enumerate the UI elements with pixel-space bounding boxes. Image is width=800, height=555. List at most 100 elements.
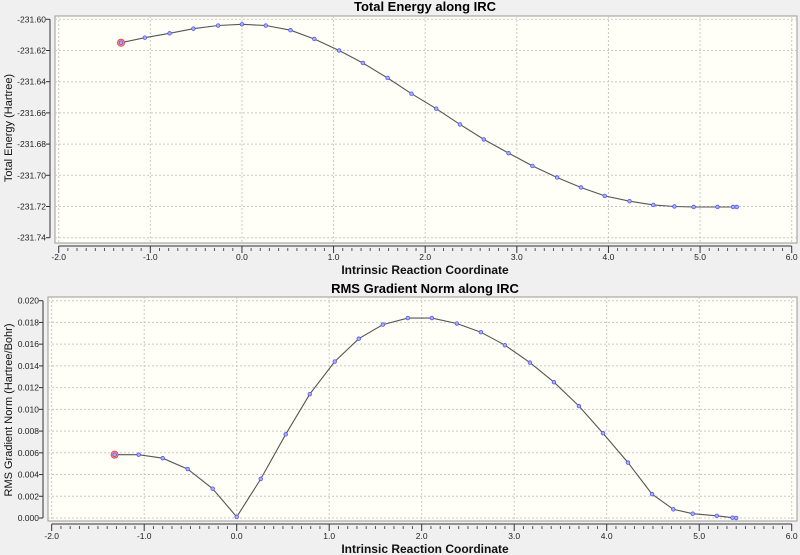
data-point xyxy=(600,431,606,436)
energy-chart: Total Energy along IRC Intrinsic Reactio… xyxy=(3,0,798,277)
data-point xyxy=(730,204,736,210)
series-line xyxy=(120,23,737,208)
x-tick-label: -2.0 xyxy=(51,252,66,262)
data-point xyxy=(312,36,317,42)
data-point xyxy=(239,22,245,27)
y-tick-label: -231.70 xyxy=(17,170,46,180)
data-point xyxy=(527,360,533,365)
y-tick-label: 0.004 xyxy=(18,470,40,480)
data-point xyxy=(405,315,411,321)
data-point xyxy=(191,26,196,31)
x-tick-label: 6.0 xyxy=(786,531,798,541)
x-tick-label: -1.0 xyxy=(137,531,152,541)
data-point xyxy=(627,198,632,204)
data-point xyxy=(136,452,141,457)
data-point xyxy=(691,204,696,210)
y-tick-label: -231.60 xyxy=(17,14,46,24)
x-tick-label: 4.0 xyxy=(601,531,613,541)
series-line xyxy=(114,317,737,519)
data-point xyxy=(625,460,631,465)
data-point xyxy=(454,321,460,326)
data-point xyxy=(360,60,366,66)
data-point xyxy=(554,175,560,180)
x-tick-label: 2.0 xyxy=(416,531,428,541)
y-tick-label: 0.014 xyxy=(18,361,40,371)
data-point xyxy=(385,75,390,81)
data-point xyxy=(288,28,293,33)
x-tick-label: 0.0 xyxy=(236,252,248,262)
y-tick-label: 0.018 xyxy=(18,317,40,327)
data-point xyxy=(578,185,584,190)
y-tick-label: -231.64 xyxy=(17,77,46,87)
data-point xyxy=(307,391,312,397)
x-tick-label: 5.0 xyxy=(693,531,705,541)
x-axis-label: Intrinsic Reaction Coordinate xyxy=(341,263,509,277)
y-tick-label: -231.66 xyxy=(17,108,46,118)
y-tick-label: 0.002 xyxy=(18,491,40,501)
data-point xyxy=(215,23,221,28)
y-tick-label: 0.008 xyxy=(18,426,40,436)
plot-area xyxy=(54,15,798,244)
data-point xyxy=(336,48,342,53)
data-point xyxy=(506,150,511,156)
x-tick-label: -1.0 xyxy=(143,252,158,262)
data-point xyxy=(283,432,288,437)
data-point xyxy=(185,466,190,472)
x-tick-label: 3.0 xyxy=(511,252,523,262)
data-point xyxy=(671,507,676,512)
data-point xyxy=(714,513,719,519)
y-tick-label: 0.016 xyxy=(18,339,40,349)
data-point xyxy=(481,137,487,142)
data-point xyxy=(530,163,535,169)
data-point xyxy=(167,31,172,36)
data-point xyxy=(112,452,117,457)
data-point xyxy=(649,491,655,497)
data-point xyxy=(356,336,361,341)
x-tick-label: 5.0 xyxy=(694,252,706,262)
data-point xyxy=(429,315,435,321)
data-point xyxy=(433,106,439,111)
x-tick-label: 4.0 xyxy=(603,252,615,262)
y-tick-label: 0.020 xyxy=(18,296,40,306)
data-point xyxy=(234,514,239,520)
y-axis-label: RMS Gradient Norm (Hartree/Bohr) xyxy=(3,324,15,497)
y-tick-label: -231.72 xyxy=(17,202,46,212)
y-tick-label: -231.74 xyxy=(17,233,46,243)
data-point xyxy=(409,91,414,96)
data-point xyxy=(258,476,263,482)
data-point xyxy=(160,456,165,461)
data-point xyxy=(380,322,386,327)
y-tick-label: -231.62 xyxy=(17,46,46,56)
data-point xyxy=(142,35,148,40)
y-tick-label: 0.010 xyxy=(18,404,40,414)
y-axis-label: Total Energy (Hartree) xyxy=(3,74,15,182)
data-point xyxy=(734,204,739,210)
data-point xyxy=(502,343,508,348)
data-point xyxy=(263,23,268,28)
data-point xyxy=(551,379,557,385)
x-axis-label: Intrinsic Reaction Coordinate xyxy=(341,542,509,555)
data-point xyxy=(602,193,607,199)
data-point xyxy=(651,202,656,208)
x-tick-label: -2.0 xyxy=(44,531,59,541)
gradient-chart: RMS Gradient Norm along IRC Intrinsic Re… xyxy=(3,281,798,555)
data-point xyxy=(457,122,463,127)
y-tick-label: 0.006 xyxy=(18,448,40,458)
x-tick-label: 0.0 xyxy=(231,531,243,541)
y-tick-label: 0.012 xyxy=(18,383,40,393)
data-point xyxy=(576,403,582,409)
data-point xyxy=(118,40,124,45)
x-tick-label: 1.0 xyxy=(328,252,340,262)
x-tick-label: 1.0 xyxy=(323,531,335,541)
data-point xyxy=(690,511,695,516)
data-point xyxy=(672,204,677,209)
chart-title: Total Energy along IRC xyxy=(354,0,497,14)
x-tick-label: 2.0 xyxy=(419,252,431,262)
data-point xyxy=(715,204,720,210)
chart-title: RMS Gradient Norm along IRC xyxy=(331,281,519,296)
data-point xyxy=(730,515,735,520)
x-tick-label: 6.0 xyxy=(786,252,798,262)
data-point xyxy=(734,515,739,521)
y-tick-label: -231.68 xyxy=(17,139,46,149)
